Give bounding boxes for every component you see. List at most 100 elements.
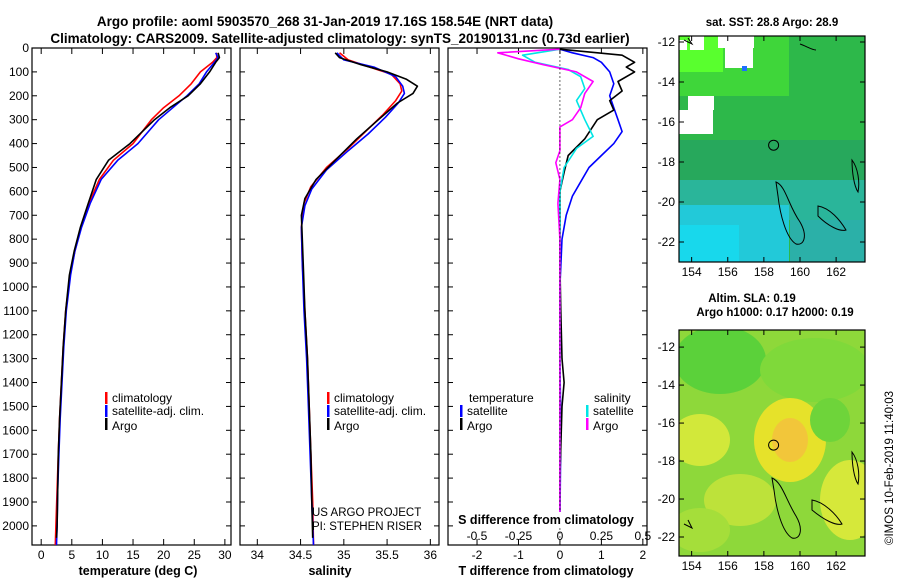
x-tick-label: 34 bbox=[251, 548, 265, 562]
legend-climatology-label: climatology bbox=[112, 391, 172, 405]
imos-watermark: ©IMOS 10-Feb-2019 11:40:03 bbox=[884, 391, 896, 545]
depth-tick-label: 1100 bbox=[3, 304, 29, 318]
x-tick-label: 34.5 bbox=[289, 548, 313, 562]
sst-map-title: sat. SST: 28.8 Argo: 28.9 bbox=[706, 17, 839, 29]
salinity-series bbox=[300, 52, 419, 545]
map-x-tick-label: 162 bbox=[826, 265, 846, 279]
s-difference-ticks: -0.5 -0.25 0 0.25 0.5 bbox=[467, 529, 652, 543]
depth-tick-label: 1200 bbox=[2, 328, 29, 342]
legend-t-argo-swatch bbox=[460, 418, 463, 430]
x-tick-label: 5 bbox=[68, 548, 75, 562]
legend-s-argo-label: Argo bbox=[593, 419, 619, 433]
depth-tick-label: 1700 bbox=[2, 447, 29, 461]
sst-map-field bbox=[679, 36, 865, 262]
legend-salinity-title: salinity bbox=[594, 391, 631, 405]
difference-panel: -2 -1 0 1 2 -0.5 -0.25 0 0.25 0.5 T difference f… bbox=[447, 47, 652, 578]
sla-map-field bbox=[679, 330, 865, 556]
sla-low-anomaly bbox=[679, 330, 766, 394]
legend-s-argo-swatch bbox=[586, 418, 589, 430]
sla-map-title-line1: Altim. SLA: 0.19 bbox=[708, 293, 796, 305]
map-y-tick-label: -22 bbox=[658, 530, 676, 544]
depth-tick-label: 400 bbox=[9, 137, 29, 151]
sla-map: Altim. SLA: 0.19 Argo h1000: 0.17 h2000:… bbox=[658, 293, 866, 573]
difference-legend: temperature satellite Argo salinity sate… bbox=[460, 391, 634, 433]
map-x-tick-label: 160 bbox=[790, 559, 810, 573]
sst-missing-cell bbox=[718, 36, 754, 48]
x-tick-label: 15 bbox=[126, 548, 140, 562]
sst-missing-cell bbox=[725, 48, 753, 68]
depth-tick-label: 900 bbox=[9, 256, 29, 270]
legend-argo-label: Argo bbox=[334, 419, 360, 433]
x-tick-label: 2 bbox=[640, 548, 647, 562]
s-tick-label: 0.5 bbox=[635, 529, 652, 543]
map-y-tick-label: -14 bbox=[658, 75, 676, 89]
sst-missing-cell bbox=[679, 110, 713, 134]
legend-t-argo-label: Argo bbox=[467, 419, 493, 433]
sst-missing-cell bbox=[688, 96, 714, 110]
difference-plot-frame bbox=[447, 47, 648, 546]
series-line-salinity-argo bbox=[497, 48, 594, 526]
sla-high-anomaly bbox=[704, 474, 776, 526]
x-tick-label: 10 bbox=[96, 548, 110, 562]
depth-tick-label: 300 bbox=[9, 113, 29, 127]
s-label-backdrop bbox=[456, 512, 638, 528]
depth-tick-label: 1800 bbox=[2, 471, 29, 485]
s-difference-axis-label: S difference from climatology bbox=[458, 513, 634, 527]
sla-coast-contour bbox=[683, 519, 694, 530]
sst-missing-cell bbox=[690, 36, 704, 50]
s-tick-label: -0.25 bbox=[505, 529, 533, 543]
map-y-tick-label: -12 bbox=[658, 340, 676, 354]
sst-argo-position-marker bbox=[768, 139, 780, 151]
legend-s-satellite-label: satellite bbox=[593, 404, 634, 418]
depth-tick-label: 1300 bbox=[2, 352, 29, 366]
map-x-tick-label: 162 bbox=[826, 559, 846, 573]
sst-coast-contour bbox=[799, 43, 817, 51]
map-x-tick-label: 158 bbox=[754, 265, 774, 279]
depth-tick-label: 500 bbox=[9, 160, 29, 174]
s-tick-label: -0.5 bbox=[467, 529, 488, 543]
depth-tick-label: 200 bbox=[9, 89, 29, 103]
sst-map: sat. SST: 28.8 Argo: 28.9 154 156 158 160 16… bbox=[658, 17, 866, 279]
legend-satellite-swatch bbox=[327, 405, 330, 417]
sst-reef-contour bbox=[851, 158, 860, 194]
pi-credit: PI: STEPHEN RISER bbox=[312, 521, 422, 533]
x-tick-label: 35.5 bbox=[375, 548, 399, 562]
legend-climatology-swatch bbox=[105, 392, 108, 404]
map-y-tick-label: -18 bbox=[658, 155, 676, 169]
x-tick-label: 1 bbox=[598, 548, 605, 562]
map-x-tick-label: 160 bbox=[790, 265, 810, 279]
sla-low-anomaly bbox=[810, 398, 850, 442]
sst-cool-cell bbox=[742, 66, 747, 71]
difference-series bbox=[497, 48, 636, 545]
x-tick-label: 36 bbox=[424, 548, 438, 562]
s-tick-label: 0.25 bbox=[590, 529, 614, 543]
depth-tick-label: 0 bbox=[22, 41, 29, 55]
map-x-tick-label: 156 bbox=[718, 559, 738, 573]
legend-t-satellite-swatch bbox=[460, 405, 463, 417]
sla-island-contour bbox=[771, 477, 801, 539]
legend-temperature-title: temperature bbox=[469, 391, 534, 405]
salinity-plot-frame bbox=[239, 47, 440, 546]
map-y-tick-label: -18 bbox=[658, 454, 676, 468]
depth-tick-label: 1900 bbox=[2, 495, 29, 509]
series-line-argo bbox=[55, 52, 221, 538]
map-y-tick-label: -14 bbox=[658, 378, 676, 392]
temperature-plot-frame bbox=[31, 47, 232, 546]
temperature-series bbox=[54, 52, 221, 545]
legend-satellite-swatch bbox=[105, 405, 108, 417]
x-tick-label: 20 bbox=[157, 548, 171, 562]
legend-argo-label: Argo bbox=[112, 419, 138, 433]
legend-satellite-label: satellite-adj. clim. bbox=[334, 404, 426, 418]
x-tick-label: 25 bbox=[188, 548, 202, 562]
sla-high-anomaly bbox=[679, 508, 730, 552]
salinity-legend: climatology satellite-adj. clim. Argo bbox=[327, 391, 426, 433]
map-x-tick-label: 154 bbox=[682, 265, 702, 279]
sla-reef-contour bbox=[851, 450, 860, 486]
sst-island-contour bbox=[775, 181, 805, 245]
legend-argo-swatch bbox=[327, 418, 330, 430]
legend-climatology-swatch bbox=[327, 392, 330, 404]
depth-tick-label: 100 bbox=[9, 65, 29, 79]
sla-reef-contour bbox=[811, 499, 843, 525]
salinity-x-ticks: 34 34.5 35 35.5 36 bbox=[240, 47, 439, 562]
depth-tick-label: 600 bbox=[9, 184, 29, 198]
